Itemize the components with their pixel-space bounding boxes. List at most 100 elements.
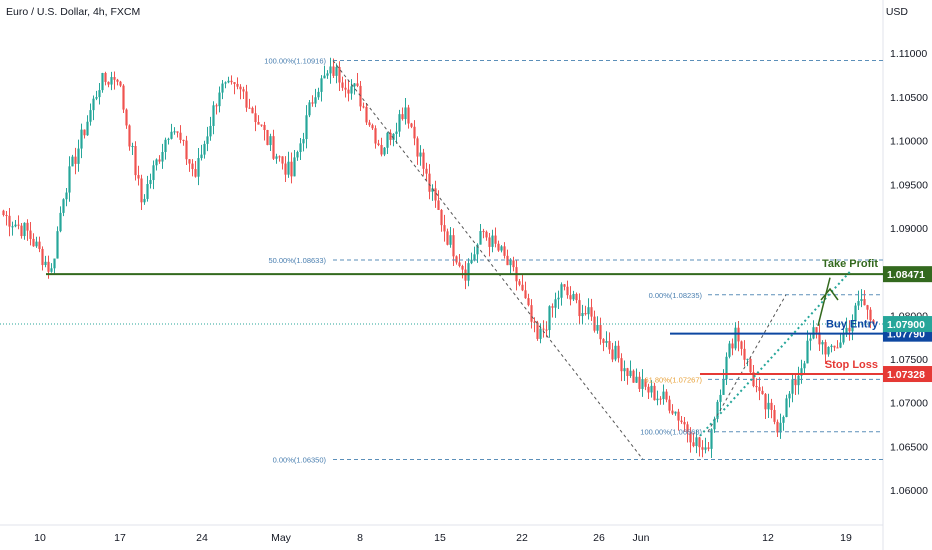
candle-body <box>104 72 107 82</box>
candle-body <box>833 345 836 348</box>
candle-body <box>554 299 557 308</box>
candle-body <box>302 139 305 144</box>
candle-body <box>368 122 371 126</box>
candle-body <box>740 341 743 349</box>
candle-body <box>224 82 227 84</box>
candle-body <box>695 437 698 447</box>
x-tick-label: 24 <box>196 532 208 544</box>
candle-body <box>233 82 236 84</box>
candle-body <box>782 416 785 423</box>
candle-body <box>431 188 434 192</box>
candle-body <box>23 222 26 237</box>
buy-entry-text: Buy Entry <box>826 319 879 331</box>
candle-body <box>485 231 488 238</box>
candle-body <box>356 83 359 86</box>
candle-body <box>545 329 548 331</box>
candle-body <box>281 156 284 164</box>
candle-body <box>806 340 809 364</box>
candle-body <box>677 411 680 421</box>
candle-body <box>95 97 98 99</box>
candle-body <box>710 429 713 449</box>
stop-loss-text: Stop Loss <box>825 359 878 371</box>
candle-body <box>350 86 353 94</box>
candle-body <box>347 89 350 94</box>
candle-body <box>596 325 599 331</box>
candle-body <box>569 295 572 300</box>
candle-body <box>422 152 425 169</box>
candle-body <box>539 328 542 339</box>
candle-body <box>179 132 182 140</box>
candle-body <box>581 313 584 317</box>
candle-body <box>335 67 338 76</box>
candle-body <box>341 82 344 88</box>
candle-body <box>131 146 134 148</box>
candle-body <box>128 125 131 147</box>
candle-body <box>218 92 221 107</box>
candle-body <box>206 136 209 144</box>
candle-body <box>407 107 410 124</box>
x-tick-label: 15 <box>434 532 446 544</box>
currency-label: USD <box>885 6 908 18</box>
candle-body <box>26 222 29 231</box>
candle-body <box>764 394 767 410</box>
candle-body <box>65 192 68 200</box>
candle-body <box>194 169 197 177</box>
candle-body <box>818 332 821 345</box>
candle-body <box>707 447 710 449</box>
candle-body <box>503 246 506 256</box>
candle-body <box>389 132 392 140</box>
candle-body <box>209 125 212 137</box>
candle-body <box>245 91 248 108</box>
candle-body <box>872 320 875 325</box>
candle-body <box>692 442 695 447</box>
candle-body <box>587 307 590 315</box>
candle-body <box>608 340 611 350</box>
stop-loss-badge <box>883 366 932 383</box>
candle-body <box>521 284 524 291</box>
candle-body <box>41 248 44 266</box>
candle-body <box>74 156 77 164</box>
candle-body <box>44 261 47 266</box>
candle-body <box>116 79 119 82</box>
candle-body <box>776 421 779 433</box>
candle-body <box>125 109 128 126</box>
candle-body <box>200 154 203 159</box>
candle-body <box>173 131 176 133</box>
candle-body <box>530 305 533 322</box>
candle-body <box>320 78 323 92</box>
candle-body <box>236 83 239 87</box>
candle-body <box>470 259 473 264</box>
candle-body <box>242 89 245 92</box>
candle-body <box>557 297 560 300</box>
candle-body <box>176 131 179 133</box>
candle-body <box>836 347 839 349</box>
candle-body <box>119 81 122 86</box>
candle-body <box>449 235 452 245</box>
chart-title: Euro / U.S. Dollar, 4h, FXCM <box>6 6 141 18</box>
candle-body <box>839 342 842 348</box>
candle-body <box>815 327 818 333</box>
candle-body <box>248 107 251 109</box>
candle-body <box>374 128 377 144</box>
candle-body <box>443 225 446 232</box>
candle-body <box>851 320 854 332</box>
candle-body <box>716 401 719 419</box>
candle-body <box>674 411 677 414</box>
candle-body <box>35 241 38 247</box>
candle-body <box>821 342 824 345</box>
candle-body <box>398 114 401 132</box>
candle-body <box>38 241 41 249</box>
candle-body <box>299 143 302 152</box>
candle-body <box>848 327 851 332</box>
fib-level-label: 61.80%(1.07267) <box>644 375 702 384</box>
candle-body <box>605 340 608 343</box>
candle-body <box>71 156 74 167</box>
candle-body <box>2 210 5 216</box>
candle-body <box>107 81 110 85</box>
candle-body <box>704 447 707 450</box>
candle-body <box>134 146 137 176</box>
candle-body <box>863 299 866 306</box>
candle-body <box>824 342 827 355</box>
candle-body <box>773 409 776 422</box>
